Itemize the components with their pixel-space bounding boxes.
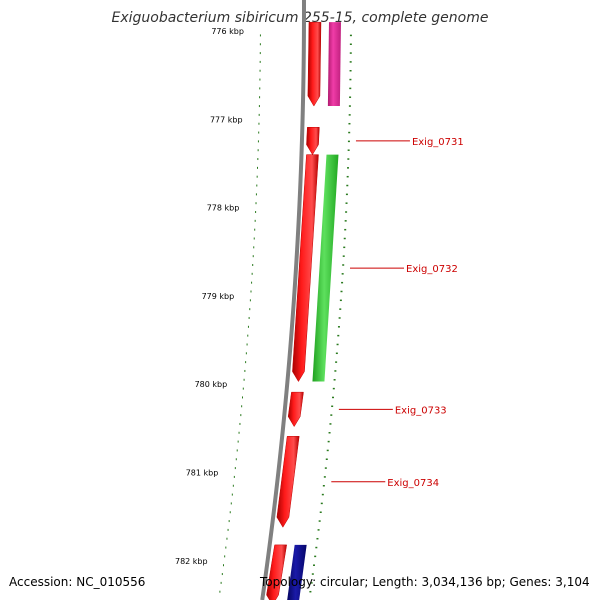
kbp-tick-label: 782 kbp xyxy=(175,557,208,566)
gene-label: Exig_0734 xyxy=(387,478,439,489)
gene-arrow xyxy=(306,126,320,156)
cog-bar-blue xyxy=(287,544,307,600)
cog-bar-pink xyxy=(327,22,341,107)
gene-arrow xyxy=(276,436,300,528)
gene-label: Exig_0733 xyxy=(395,405,447,416)
genome-stats-text: Topology: circular; Length: 3,034,136 bp… xyxy=(260,575,590,589)
cog-bar-green xyxy=(312,154,339,382)
kbp-tick-label: 781 kbp xyxy=(186,469,219,478)
kbp-tick-label: 778 kbp xyxy=(207,204,240,213)
gene-arrow xyxy=(292,154,319,383)
genome-backbone xyxy=(260,0,307,600)
gene-arrow xyxy=(307,21,322,107)
kbp-tick-label: 777 kbp xyxy=(210,115,243,124)
kbp-tick-label: 780 kbp xyxy=(195,380,228,389)
gene-label: Exig_0731 xyxy=(412,137,464,148)
map-title: Exiguobacterium sibiricum 255-15, comple… xyxy=(111,10,489,26)
gene-arrow xyxy=(287,391,304,428)
kbp-tick-label: 779 kbp xyxy=(202,292,235,301)
gene-label: Exig_0732 xyxy=(406,264,458,275)
accession-text: Accession: NC_010556 xyxy=(9,575,146,589)
kbp-tick-label: 776 kbp xyxy=(211,27,244,36)
